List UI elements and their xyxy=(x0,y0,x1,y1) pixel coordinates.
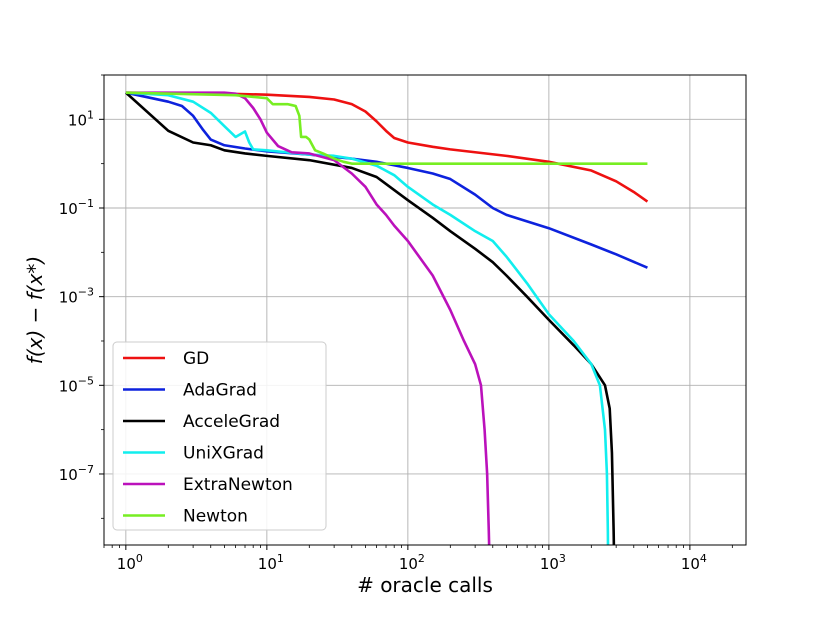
series-lines xyxy=(124,91,649,545)
x-tick-label: 101 xyxy=(258,552,284,573)
legend-label: ExtraNewton xyxy=(183,475,293,495)
series-line-extranewton xyxy=(125,91,491,545)
legend-label: AdaGrad xyxy=(183,381,257,401)
x-tick-label: 100 xyxy=(117,552,143,573)
series-line-adagrad xyxy=(125,91,648,269)
x-tick-label: 102 xyxy=(399,552,425,573)
plot-frame xyxy=(103,74,747,546)
y-tick-label: 10−3 xyxy=(59,286,94,307)
legend-label: AcceleGrad xyxy=(183,412,280,432)
x-tick-label: 103 xyxy=(540,552,566,573)
series-line-newton xyxy=(125,91,648,165)
legend: GD AdaGrad AcceleGrad UniXGrad ExtraNewton Ne… xyxy=(112,341,327,531)
series-line-unixgrad xyxy=(125,91,610,545)
y-tick-label: 10−5 xyxy=(59,374,94,395)
legend-label: Newton xyxy=(183,507,248,527)
grid xyxy=(104,75,746,545)
x-tick-label: 104 xyxy=(681,552,707,573)
y-axis-label: f(x) − f(x*) xyxy=(23,256,47,364)
y-tick-label: 10−7 xyxy=(59,463,94,484)
series-line-gd xyxy=(125,91,649,203)
legend-label: UniXGrad xyxy=(183,444,264,464)
axis-ticks: 100 101 102 103 104 101 10−1 10−3 10−5 10−7 xyxy=(59,74,733,573)
legend-label: GD xyxy=(183,349,209,369)
legend-box xyxy=(112,341,327,531)
x-axis-label: # oracle calls xyxy=(357,573,493,597)
y-tick-label: 10−1 xyxy=(59,197,94,218)
series-line-accelegrad xyxy=(124,91,616,545)
y-tick-label: 101 xyxy=(68,108,94,129)
